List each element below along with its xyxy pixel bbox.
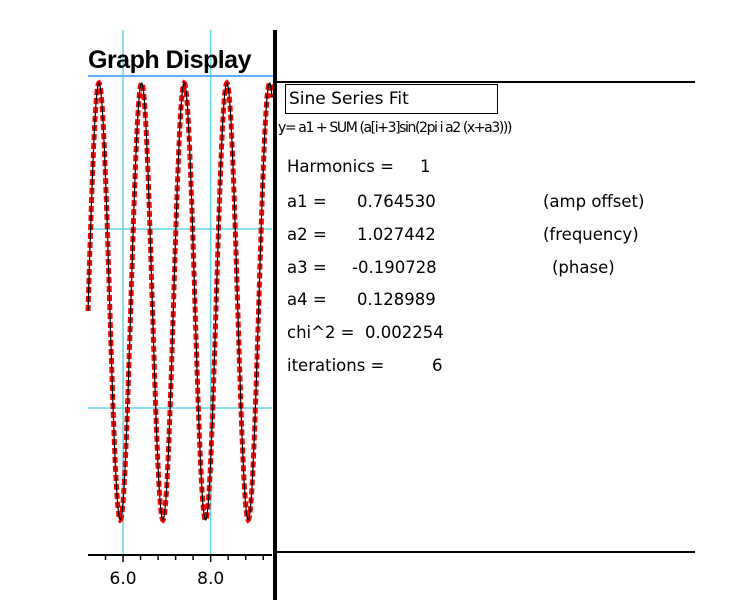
param-value-chi2: 0.002254 xyxy=(365,323,444,342)
param-note-a2: (frequency) xyxy=(543,225,639,244)
x-axis: 6.0 8.0 xyxy=(88,554,272,589)
param-label-iterations: iterations = xyxy=(287,356,385,375)
panel-top-rule xyxy=(275,81,695,83)
param-value-a2: 1.027442 xyxy=(357,225,436,244)
param-value-a1: 0.764530 xyxy=(357,192,436,211)
x-tick-label-1: 8.0 xyxy=(197,569,224,589)
title-bar-accent xyxy=(88,75,274,77)
window-title[interactable]: Graph Display xyxy=(88,46,252,74)
param-label-a1: a1 = xyxy=(287,192,327,211)
param-label-harmonics: Harmonics = xyxy=(287,157,394,176)
param-value-harmonics: 1 xyxy=(420,157,431,176)
param-value-a4: 0.128989 xyxy=(357,290,436,309)
param-label-a4: a4 = xyxy=(287,290,327,309)
param-label-a2: a2 = xyxy=(287,225,327,244)
x-tick-label-0: 6.0 xyxy=(110,569,137,589)
param-note-a1: (amp offset) xyxy=(543,192,645,211)
param-value-iterations: 6 xyxy=(432,356,443,375)
pane-divider[interactable] xyxy=(273,30,277,600)
param-note-a3: (phase) xyxy=(552,258,615,277)
fit-title-box: Sine Series Fit xyxy=(285,84,498,114)
panel-bottom-rule xyxy=(275,551,695,553)
param-label-chi2: chi^2 = xyxy=(287,323,355,342)
data-curve xyxy=(87,82,273,521)
param-label-a3: a3 = xyxy=(287,258,327,277)
param-value-a3: -0.190728 xyxy=(352,258,437,277)
fit-formula: y= a1 + SUM (a[i+3]sin(2pi i a2 (x+a3))) xyxy=(278,120,512,136)
fit-curve-dashed xyxy=(85,79,275,524)
plot-curves xyxy=(85,79,275,524)
